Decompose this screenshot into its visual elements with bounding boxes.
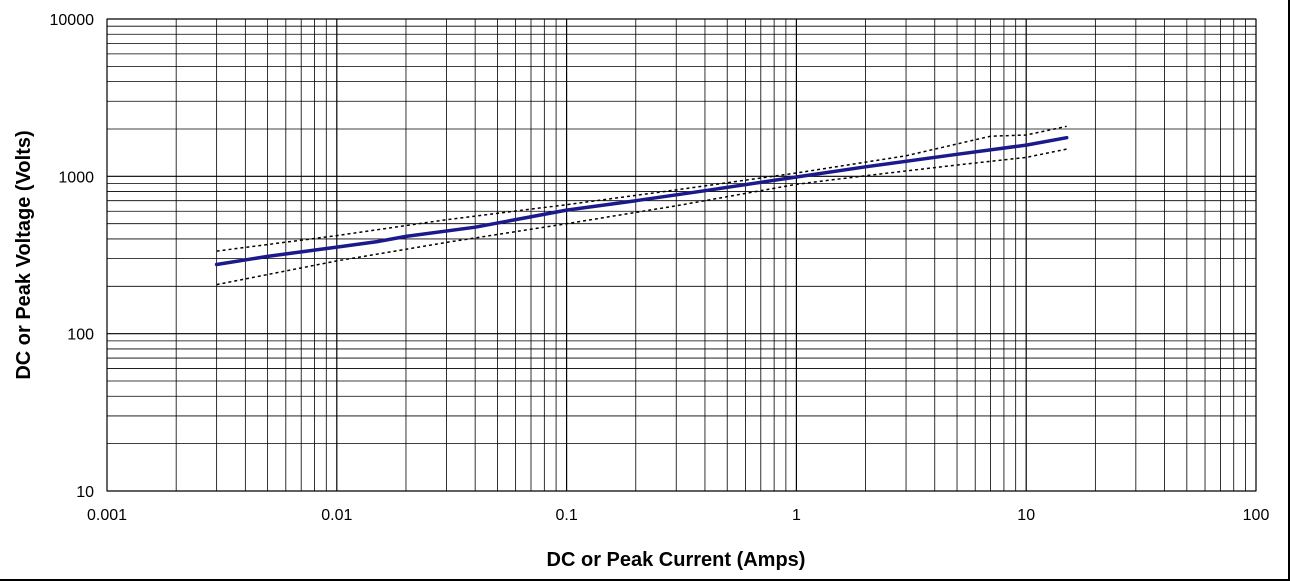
x-tick-label: 10	[1017, 507, 1035, 524]
y-tick-labels: 10 100 1000 10000	[50, 12, 95, 501]
y-tick-label: 10000	[50, 12, 95, 29]
y-axis-title: DC or Peak Voltage (Volts)	[13, 130, 35, 379]
y-tick-label: 1000	[58, 169, 94, 186]
y-tick-label: 10	[76, 484, 94, 501]
x-tick-label: 0.001	[87, 507, 127, 524]
series-layer	[214, 125, 1069, 286]
x-tick-label: 0.01	[321, 507, 352, 524]
x-tick-label: 100	[1243, 507, 1270, 524]
minor-grid	[107, 19, 1256, 491]
x-tick-label: 0.1	[555, 507, 577, 524]
x-axis-title: DC or Peak Current (Amps)	[547, 549, 806, 571]
x-tick-label: 1	[792, 507, 801, 524]
y-tick-label: 100	[67, 327, 94, 344]
series-line-bound-2	[216, 148, 1067, 286]
series-line-nominal	[214, 135, 1069, 267]
plot-area-border	[106, 18, 1257, 492]
x-tick-labels: 0.001 0.01 0.1 1 10 100	[87, 507, 1269, 524]
series-line-bound-1	[216, 125, 1067, 252]
